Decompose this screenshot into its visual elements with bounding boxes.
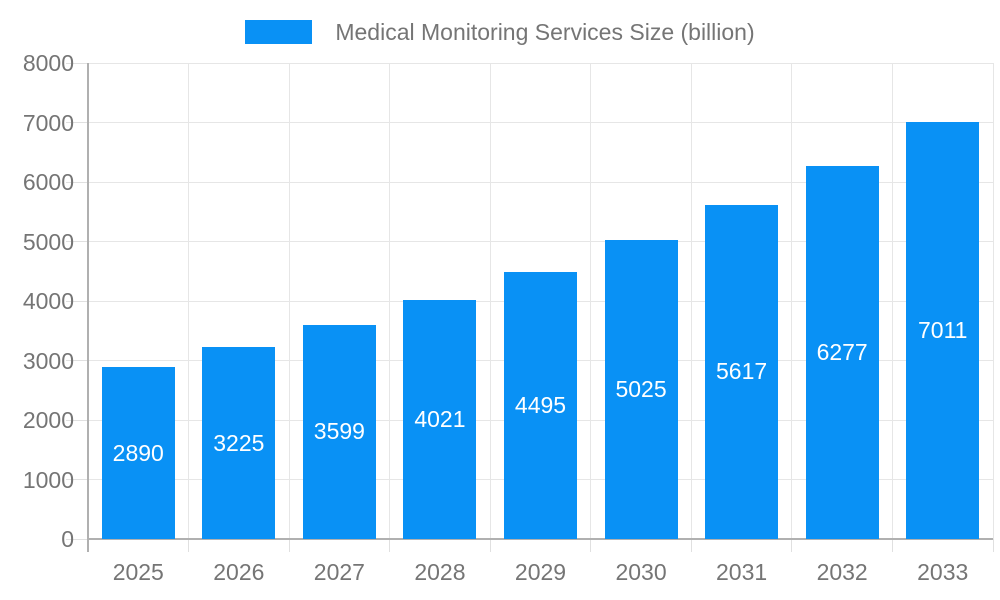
y-axis-label: 0 [61, 526, 74, 552]
x-axis-label: 2025 [112, 559, 164, 585]
x-tick [690, 539, 692, 552]
x-gridline [791, 63, 793, 539]
bar-2026[interactable]: 3225 [202, 347, 276, 539]
bar-value-label: 6277 [816, 338, 868, 365]
y-axis-label: 4000 [22, 288, 74, 314]
x-axis-label: 2033 [917, 559, 969, 585]
y-tick [66, 419, 88, 421]
y-gridline [88, 122, 993, 123]
legend-swatch [245, 20, 313, 44]
x-tick [188, 539, 190, 552]
x-gridline [590, 63, 592, 539]
y-tick [66, 479, 88, 480]
bar-2031[interactable]: 5617 [705, 204, 779, 539]
bar-2028[interactable]: 4021 [403, 299, 477, 539]
x-tick [992, 539, 994, 552]
x-gridline [891, 63, 893, 539]
x-gridline [188, 63, 190, 539]
bar-value-label: 3225 [213, 429, 265, 456]
x-tick [891, 539, 893, 552]
y-tick [66, 181, 88, 183]
x-axis-label: 2031 [716, 559, 768, 585]
bar-value-label: 5617 [716, 358, 768, 385]
x-axis-label: 2028 [414, 559, 466, 585]
y-tick [66, 122, 88, 123]
bar-2025[interactable]: 2890 [101, 367, 175, 539]
x-axis-line [88, 538, 993, 540]
bar-value-label: 5025 [615, 375, 667, 402]
x-axis-label: 2032 [816, 559, 868, 585]
y-axis-label: 2000 [22, 407, 74, 433]
y-tick [66, 360, 88, 361]
x-gridline [489, 63, 491, 539]
x-tick [389, 539, 391, 552]
x-gridline [992, 63, 994, 539]
y-axis-label: 7000 [22, 109, 74, 136]
bar-2029[interactable]: 4495 [504, 271, 577, 539]
bar-2030[interactable]: 5025 [604, 240, 678, 539]
chart-legend[interactable]: Medical Monitoring Services Size (billio… [0, 16, 1000, 48]
x-axis-label: 2026 [213, 559, 265, 585]
y-axis-label: 3000 [22, 347, 74, 374]
x-tick [590, 539, 592, 552]
bar-value-label: 2890 [112, 439, 164, 466]
y-axis-line [87, 63, 89, 552]
y-tick [66, 300, 88, 302]
y-gridline [88, 181, 993, 183]
bar-value-label: 4021 [414, 405, 466, 432]
y-axis-label: 5000 [22, 228, 74, 255]
y-gridline [88, 62, 993, 64]
bar-2033[interactable]: 7011 [906, 121, 980, 539]
bar-value-label: 7011 [917, 316, 968, 343]
bar-value-label: 3599 [313, 418, 365, 445]
bar-value-label: 4495 [514, 391, 567, 418]
x-tick [791, 539, 793, 552]
x-gridline [389, 63, 391, 539]
y-axis-label: 8000 [22, 50, 74, 76]
bar-2027[interactable]: 3599 [302, 324, 376, 539]
bar-2032[interactable]: 6277 [805, 165, 879, 539]
x-tick [288, 539, 290, 552]
y-axis-label: 6000 [22, 169, 74, 195]
y-axis-label: 1000 [22, 466, 74, 493]
y-tick [66, 241, 88, 242]
x-axis-label: 2029 [514, 559, 567, 585]
x-axis-label: 2030 [615, 559, 667, 585]
y-tick [66, 538, 88, 540]
x-axis-label: 2027 [313, 559, 365, 585]
x-tick [489, 539, 491, 552]
x-gridline [288, 63, 290, 539]
y-tick [66, 62, 88, 64]
x-gridline [690, 63, 692, 539]
legend-label: Medical Monitoring Services Size (billio… [335, 18, 755, 45]
y-gridline [88, 241, 993, 242]
